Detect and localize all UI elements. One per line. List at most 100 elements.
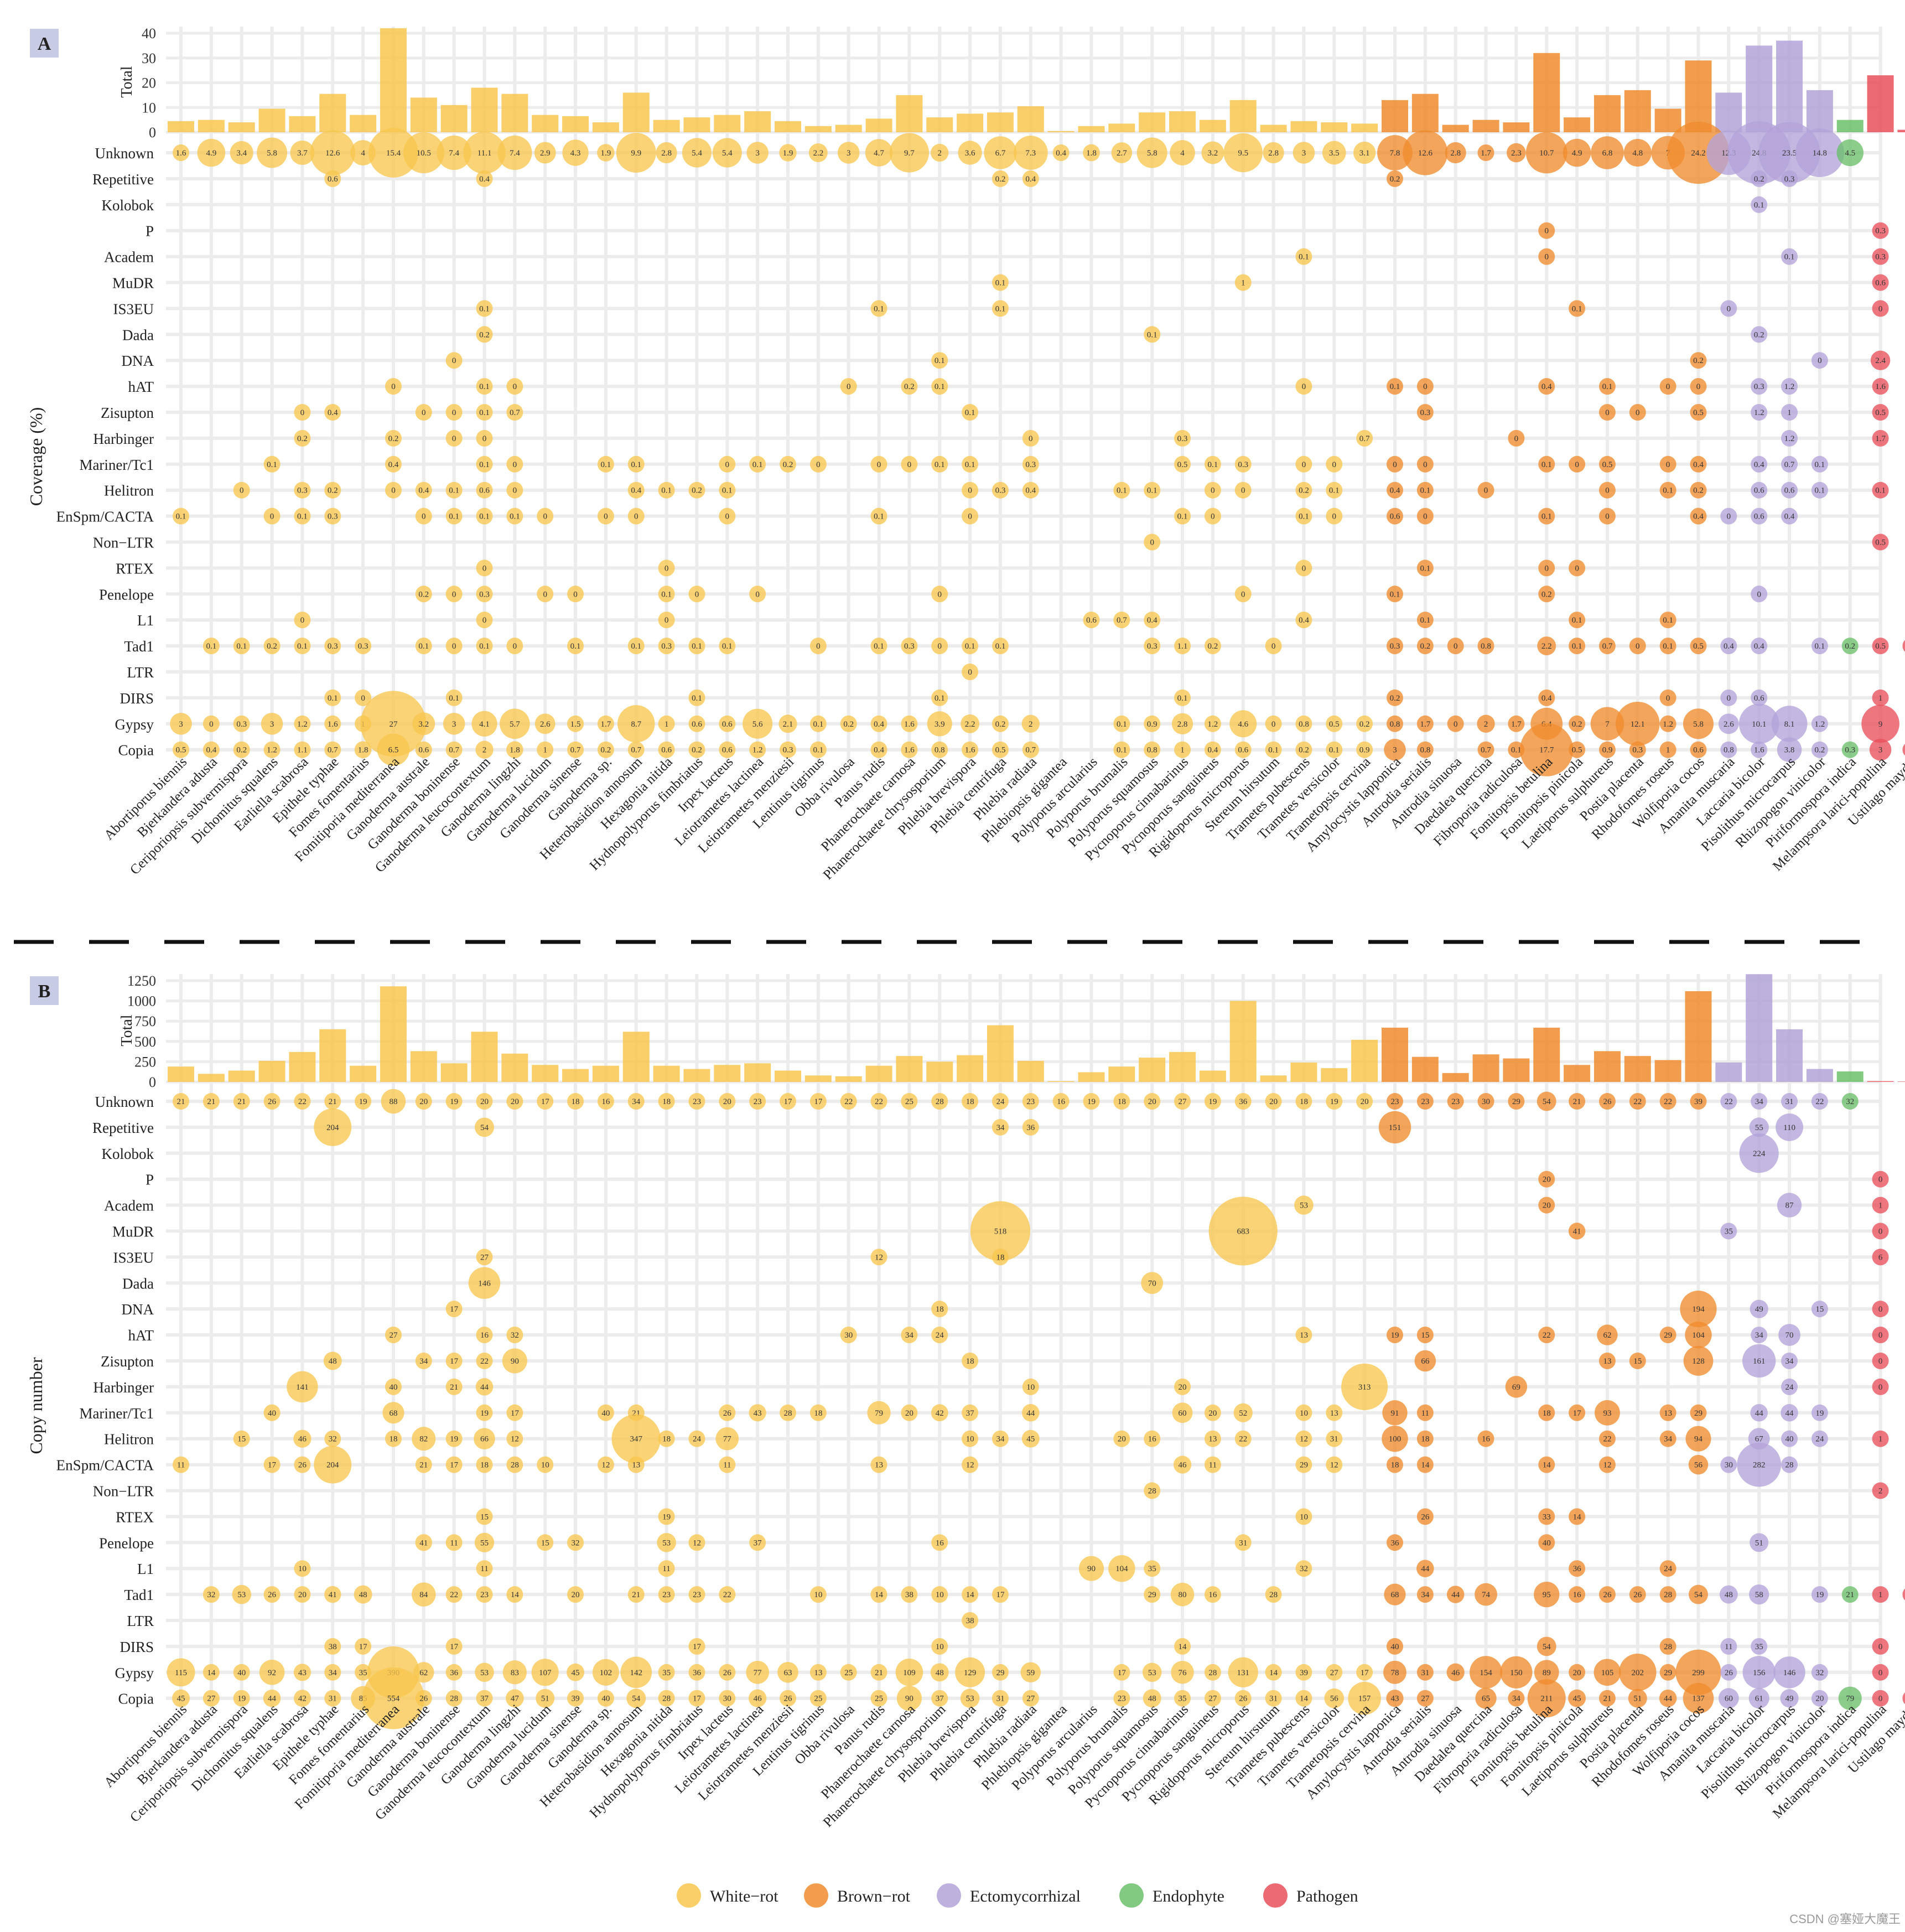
bubble-mariner-tc1-phanerochaete-chrysosporium: 42	[931, 1404, 948, 1422]
bubble-value: 15	[1633, 1357, 1642, 1366]
bubble-value: 0.1	[1329, 486, 1340, 495]
bubble-value: 0.8	[935, 746, 945, 755]
bubble-circle	[780, 1404, 796, 1421]
bubble-value: 0.4	[1056, 149, 1066, 158]
bubble-value: 0	[1605, 512, 1610, 521]
bubble-l1-trametes-pubescens: 0.4	[1295, 612, 1312, 629]
row-label-unknown: Unknown	[95, 1094, 154, 1110]
bubble-repetitive-phlebia-radiata: 36	[1022, 1118, 1039, 1136]
bubble-unknown-ganoderma-boninense: 19	[445, 1093, 463, 1110]
total-bar-dichomitus-squalens	[258, 1060, 286, 1082]
bubble-circle	[437, 135, 471, 170]
bubble-value: 17	[450, 1305, 459, 1314]
bubble-dna-ganoderma-boninense: 17	[445, 1301, 463, 1318]
bubble-circle	[1872, 300, 1889, 317]
total-bar-fomitopsis-pinicola	[1564, 1065, 1591, 1082]
bubble-value: 0.1	[935, 694, 945, 703]
bubble-circle	[1872, 404, 1889, 421]
bubble-helitron-fomitiporia-mediterranea: 18	[385, 1430, 402, 1447]
bubble-enspm-cacta-trametes-pubescens: 29	[1295, 1456, 1312, 1473]
bubble-gypsy-leiotrametes-menziesii: 63	[777, 1661, 798, 1683]
bubble-value: 154	[1480, 1669, 1492, 1677]
bubble-circle	[1781, 507, 1798, 525]
bubble-circle	[354, 741, 372, 759]
bubble-value: 17	[359, 1643, 368, 1651]
bubble-mariner-tc1-ganoderma-leucocontextum: 19	[476, 1404, 493, 1421]
bubble-circle	[1690, 455, 1707, 473]
bubble-circle	[381, 1089, 406, 1114]
bubble-dna-laccaria-bicolor: 49	[1750, 1299, 1768, 1318]
bubble-value: 0.1	[1541, 512, 1552, 521]
row-label-ltr: LTR	[127, 1613, 154, 1629]
bubble-harbinger-pisolithus-microcarpus: 1.2	[1781, 429, 1798, 447]
row-label-dada: Dada	[122, 1275, 154, 1292]
bubble-helitron-melampsora-larici-populina: 0.1	[1872, 481, 1889, 499]
bubble-circle	[1022, 1404, 1040, 1422]
bubble-circle	[1234, 274, 1252, 291]
bubble-value: 0	[1605, 408, 1610, 417]
bubble-circle	[1113, 715, 1130, 732]
bubble-value: 36	[1391, 1539, 1400, 1547]
bubble-helitron-phlebia-brevispora: 0	[962, 481, 979, 499]
bubble-unknown-lentinus-tigrinus: 2.2	[808, 143, 828, 162]
bubble-value: 0.4	[1025, 486, 1036, 495]
bubble-is3eu-panus-rudis: 0.1	[870, 300, 887, 317]
bubble-gypsy-earliella-scabrosa: 43	[293, 1664, 311, 1681]
bubble-circle	[324, 1430, 341, 1447]
bubble-circle	[1720, 741, 1737, 758]
bubble-value: 2.9	[540, 149, 551, 158]
bubble-value: 683	[1237, 1227, 1250, 1236]
bubble-value: 84	[419, 1591, 428, 1599]
bubble-value: 0	[634, 512, 639, 521]
bubble-value: 26	[1239, 1695, 1248, 1703]
bubble-copia-laccaria-bicolor: 1.6	[1751, 741, 1768, 758]
bubble-value: 20	[1148, 1097, 1156, 1106]
bubble-value: 28	[450, 1695, 458, 1703]
bubble-mudr-phlebia-centrifuga: 518	[970, 1201, 1031, 1261]
bubble-circle	[719, 741, 736, 758]
bubble-mariner-tc1-leiotrametes-menziesii: 0.2	[780, 455, 796, 473]
bubble-value: 3	[1878, 746, 1883, 755]
bubble-value: 19	[450, 1097, 458, 1106]
bubble-value: 0.7	[570, 746, 581, 755]
bubble-circle	[1781, 248, 1798, 265]
bubble-non-ltr-melampsora-larici-populina: 0.5	[1872, 533, 1889, 551]
bubble-circle	[1598, 378, 1616, 395]
bubble-value: 2	[1484, 720, 1488, 729]
bubble-dirs-hydnopolyporus-fimbriatus: 17	[688, 1638, 705, 1655]
bubble-value: 22	[450, 1591, 458, 1599]
bubble-circle	[1013, 136, 1048, 170]
bubble-value: 0.4	[874, 720, 884, 729]
bubble-value: 62	[419, 1669, 428, 1677]
bubble-repetitive-phlebia-centrifuga: 0.2	[992, 170, 1009, 187]
bubble-circle	[324, 741, 341, 758]
bubble-value: 12	[511, 1435, 519, 1444]
bubble-value: 18	[996, 1253, 1004, 1262]
bubble-value: 40	[389, 1383, 397, 1392]
bubble-value: 0.1	[479, 642, 490, 651]
bubble-value: 23	[1026, 1097, 1035, 1106]
bubble-value: 0.6	[1754, 486, 1764, 495]
bubble-value: 35	[1755, 1643, 1763, 1651]
bubble-dirs-epithele-typhae: 0.1	[324, 689, 341, 706]
bubble-penelope-phanerochaete-chrysosporium: 0	[931, 586, 948, 603]
bubble-copia-leiotrametes-menziesii: 0.3	[780, 741, 796, 758]
bubble-mariner-tc1-ganoderma-sp: 0.1	[597, 455, 614, 473]
bubble-mudr-melampsora-larici-populina: 0.6	[1872, 274, 1889, 291]
bubble-gypsy-polyporus-squamosus: 53	[1142, 1662, 1162, 1682]
bubble-value: 45	[177, 1695, 185, 1703]
bubble-value: 0.1	[1572, 616, 1582, 625]
bubble-unknown-ganoderma-leucocontextum: 20	[476, 1093, 493, 1110]
total-bar-phanerochaete-carnosa	[896, 95, 923, 132]
bubble-gypsy-stereum-hirsutum: 14	[1265, 1664, 1282, 1681]
bubble-value: 28	[511, 1461, 519, 1470]
total-bar-ustilago-maydis	[1897, 130, 1905, 132]
row-label-tad1: Tad1	[124, 1587, 154, 1603]
bubble-value: 0.7	[1359, 434, 1370, 443]
bubble-value: 0	[1241, 590, 1245, 599]
bubble-value: 16	[1482, 1435, 1491, 1444]
bubble-tad1-fomitopsis-betulina: 2.2	[1537, 636, 1556, 656]
bubble-circle	[1659, 481, 1676, 499]
total-bar-leiotrametes-lactinea	[744, 1063, 771, 1082]
bubble-circle	[779, 144, 797, 162]
